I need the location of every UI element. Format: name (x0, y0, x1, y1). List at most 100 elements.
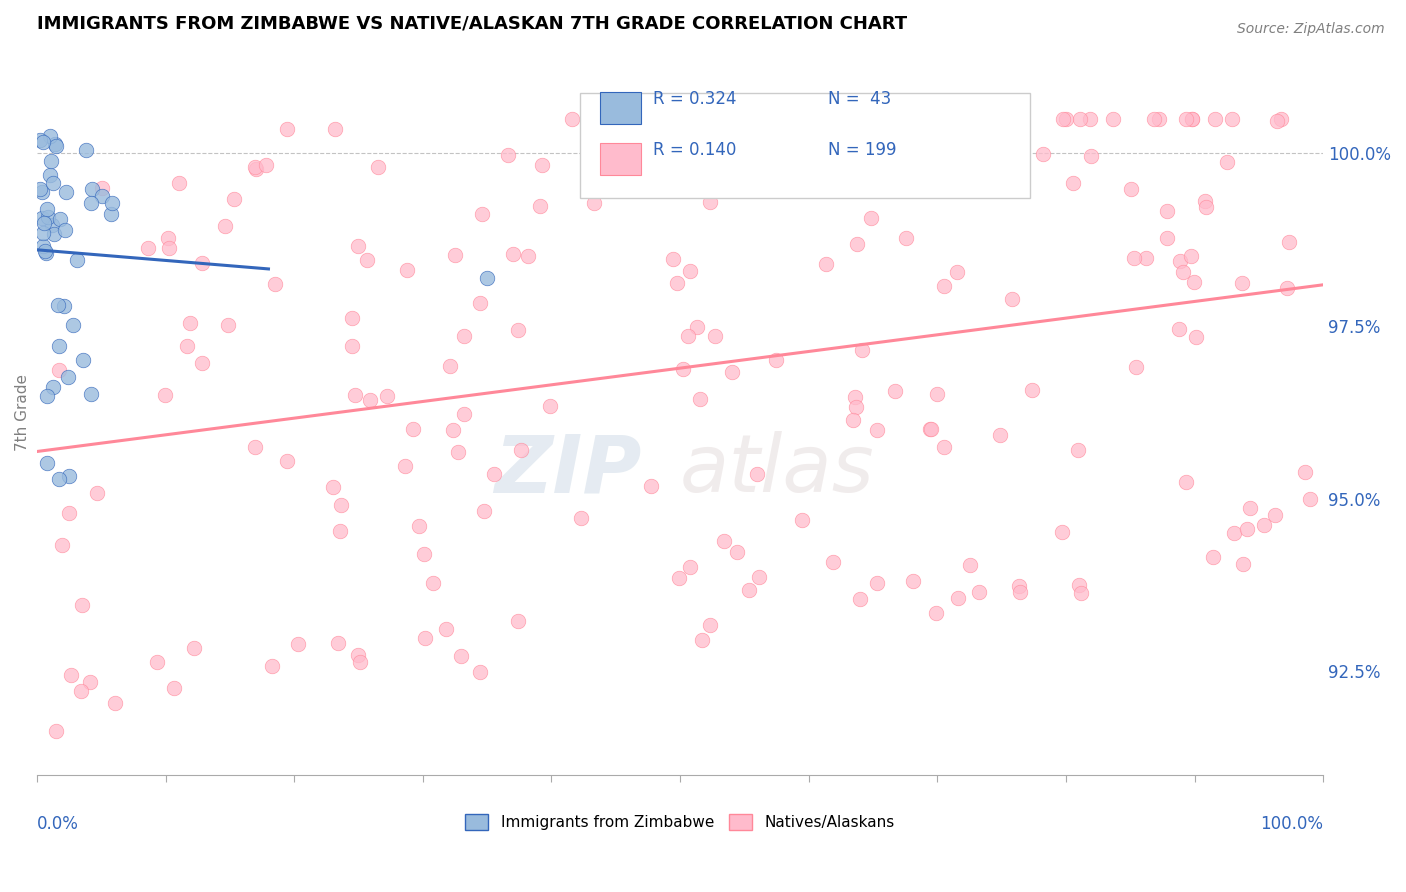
Point (811, 131, 834, 145)
Point (665, 276, 688, 290)
Point (413, 631, 436, 645)
Point (762, 159, 785, 173)
Point (842, 413, 865, 427)
Point (1102, 112, 1125, 126)
Text: R = 0.324: R = 0.324 (652, 90, 737, 108)
Point (472, 504, 495, 518)
Point (1125, 359, 1147, 374)
Point (329, 524, 352, 539)
Point (176, 339, 198, 353)
Point (721, 365, 744, 379)
Point (38, 168, 60, 182)
Point (72, 353, 94, 368)
Point (517, 249, 540, 263)
Point (191, 356, 214, 370)
Point (851, 343, 873, 357)
Point (475, 270, 498, 285)
Text: N =  43: N = 43 (828, 90, 891, 108)
Point (245, 161, 267, 176)
Point (934, 440, 956, 454)
Point (1278, 235, 1301, 250)
Point (48, 363, 70, 377)
Point (1174, 112, 1197, 126)
Point (53, 299, 76, 313)
Point (44, 136, 66, 151)
Point (276, 454, 298, 468)
Point (866, 576, 889, 591)
Point (167, 176, 190, 190)
Point (583, 112, 606, 126)
Point (1052, 112, 1074, 126)
Point (401, 422, 423, 436)
Point (1299, 491, 1322, 506)
Point (470, 207, 492, 221)
Point (1236, 522, 1258, 536)
Point (561, 112, 583, 126)
Text: IMMIGRANTS FROM ZIMBABWE VS NATIVE/ALASKAN 7TH GRADE CORRELATION CHART: IMMIGRANTS FROM ZIMBABWE VS NATIVE/ALASK… (37, 15, 907, 33)
Point (925, 606, 948, 620)
Point (1195, 201, 1218, 215)
Point (214, 219, 236, 233)
Point (100, 207, 122, 221)
Point (31, 239, 53, 253)
Point (883, 384, 905, 399)
Point (325, 122, 347, 136)
Point (814, 257, 837, 271)
Point (927, 387, 949, 401)
Point (48, 472, 70, 486)
Point (860, 128, 883, 142)
Point (699, 194, 721, 209)
Point (849, 591, 872, 606)
Point (58, 468, 80, 483)
Point (1149, 112, 1171, 126)
Point (1080, 112, 1102, 126)
Point (79, 674, 101, 689)
Point (55, 186, 77, 200)
Point (1069, 112, 1091, 126)
Point (946, 591, 969, 606)
Point (918, 422, 941, 436)
Point (640, 479, 662, 493)
Point (75, 143, 97, 157)
Point (934, 112, 956, 126)
Point (672, 362, 695, 376)
Point (894, 231, 917, 245)
Point (330, 499, 353, 513)
Point (856, 169, 879, 183)
Point (70, 598, 93, 612)
Point (967, 585, 990, 599)
Point (287, 637, 309, 651)
Point (412, 547, 434, 561)
Text: ZIP: ZIP (494, 432, 641, 509)
Point (679, 264, 702, 278)
Point (1171, 265, 1194, 279)
Point (447, 445, 470, 459)
Point (1201, 549, 1223, 564)
Point (146, 655, 169, 669)
Point (66, 253, 89, 268)
Point (1156, 231, 1178, 245)
Point (1294, 465, 1316, 479)
Point (792, 513, 814, 527)
Point (1220, 112, 1243, 126)
Point (690, 112, 713, 126)
Point (53, 223, 76, 237)
Point (394, 458, 416, 473)
Point (502, 246, 524, 260)
Point (41, 153, 63, 168)
Point (876, 167, 898, 181)
Point (422, 576, 444, 591)
Point (243, 440, 266, 454)
Point (48, 339, 70, 353)
Point (42, 176, 65, 190)
Point (845, 236, 868, 251)
Point (56, 369, 79, 384)
Point (101, 196, 124, 211)
Point (879, 178, 901, 192)
Point (869, 112, 891, 126)
Point (1181, 112, 1204, 126)
Point (453, 328, 475, 343)
Point (224, 192, 246, 206)
Point (1265, 114, 1288, 128)
Point (1270, 112, 1292, 126)
